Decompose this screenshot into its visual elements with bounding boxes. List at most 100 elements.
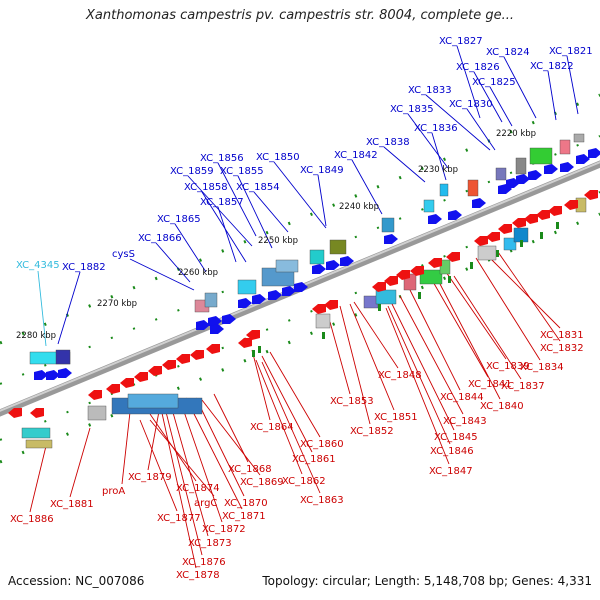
reverse-gene-label[interactable]: argC [194,498,217,509]
reverse-gene-arrow[interactable] [324,300,338,310]
reverse-gene-label[interactable]: XC_1869 [240,477,284,488]
forward-gene-block[interactable] [55,349,71,365]
forward-gene-block[interactable] [423,199,435,213]
reverse-gene-arrow[interactable] [486,232,500,242]
forward-gene-label[interactable]: XC_1859 [170,166,214,177]
forward-gene-arrow[interactable] [340,256,354,266]
reverse-gene-label[interactable]: XC_1845 [434,432,478,443]
forward-gene-label[interactable]: XC_1865 [157,214,201,225]
forward-gene-label[interactable]: XC_1857 [200,197,244,208]
forward-gene-label[interactable]: XC_1849 [300,165,344,176]
reverse-gene-label[interactable]: XC_1846 [430,446,474,457]
reverse-gene-label[interactable]: XC_1847 [429,466,473,477]
reverse-gene-arrow[interactable] [564,200,578,210]
forward-gene-label[interactable]: cysS [112,249,135,260]
forward-gene-arrow[interactable] [282,286,296,296]
forward-gene-arrow[interactable] [58,368,72,378]
reverse-gene-arrow[interactable] [134,372,148,382]
forward-gene-arrow[interactable] [46,370,60,380]
reverse-gene-label[interactable]: XC_1862 [282,476,326,487]
forward-gene-block[interactable] [329,239,347,255]
forward-gene-arrow[interactable] [268,290,282,300]
forward-gene-block[interactable] [237,279,257,295]
reverse-gene-arrow[interactable] [536,210,550,220]
reverse-gene-block[interactable] [127,393,179,409]
reverse-gene-arrow[interactable] [106,384,120,394]
reverse-gene-label[interactable]: XC_1863 [300,495,344,506]
reverse-gene-label[interactable]: XC_1843 [443,416,487,427]
special-gene-label[interactable]: XC_4345 [16,260,60,271]
reverse-gene-label[interactable]: XC_1837 [501,381,545,392]
forward-gene-label[interactable]: XC_1838 [366,137,410,148]
reverse-gene-label[interactable]: XC_1870 [224,498,268,509]
reverse-gene-arrow[interactable] [148,366,162,376]
reverse-gene-arrow[interactable] [524,214,538,224]
reverse-gene-arrow[interactable] [88,390,102,400]
reverse-gene-label[interactable]: XC_1839 [486,361,530,372]
forward-gene-label[interactable]: XC_1855 [220,166,264,177]
reverse-gene-arrow[interactable] [446,252,460,262]
reverse-gene-label[interactable]: XC_1832 [540,343,584,354]
forward-gene-arrow[interactable] [326,260,340,270]
reverse-gene-label[interactable]: XC_1852 [350,426,394,437]
forward-gene-arrow[interactable] [294,282,308,292]
reverse-gene-label[interactable]: XC_1834 [520,362,564,373]
reverse-gene-label[interactable]: XC_1881 [50,499,94,510]
reverse-gene-label[interactable]: XC_1868 [228,464,272,475]
forward-gene-arrow[interactable] [516,174,530,184]
forward-gene-arrow[interactable] [196,320,210,330]
forward-gene-label[interactable]: XC_1856 [200,153,244,164]
forward-gene-block[interactable] [495,167,507,181]
reverse-gene-arrow[interactable] [176,354,190,364]
reverse-gene-label[interactable]: XC_1877 [157,513,201,524]
forward-gene-arrow[interactable] [428,214,442,224]
forward-gene-arrow[interactable] [222,314,236,324]
reverse-gene-arrow[interactable] [246,330,260,340]
reverse-gene-arrow[interactable] [120,378,134,388]
forward-gene-block[interactable] [515,157,527,175]
reverse-gene-arrow[interactable] [428,258,442,268]
reverse-gene-arrow[interactable] [206,344,220,354]
forward-gene-label[interactable]: XC_1850 [256,152,300,163]
reverse-gene-arrow[interactable] [30,408,44,418]
reverse-gene-block[interactable] [315,313,331,329]
forward-gene-label[interactable]: XC_1833 [408,85,452,96]
forward-gene-block[interactable] [381,217,395,233]
reverse-gene-label[interactable]: XC_1878 [176,570,220,581]
forward-gene-block[interactable] [275,259,299,273]
reverse-gene-block[interactable] [513,227,529,243]
reverse-gene-label[interactable]: XC_1860 [300,439,344,450]
reverse-gene-arrow[interactable] [8,408,22,418]
reverse-gene-block[interactable] [25,439,53,449]
reverse-gene-arrow[interactable] [410,266,424,276]
reverse-gene-arrow[interactable] [190,350,204,360]
forward-gene-label[interactable]: XC_1826 [456,62,500,73]
reverse-gene-label[interactable]: XC_1848 [378,370,422,381]
forward-gene-block[interactable] [559,139,571,155]
forward-gene-arrow[interactable] [252,294,266,304]
forward-gene-label[interactable]: XC_1825 [472,77,516,88]
forward-gene-label[interactable]: XC_1842 [334,150,378,161]
reverse-gene-label[interactable]: XC_1831 [540,330,584,341]
reverse-gene-label[interactable]: XC_1876 [182,557,226,568]
reverse-gene-label[interactable]: XC_1861 [292,454,336,465]
reverse-gene-arrow[interactable] [372,282,386,292]
forward-gene-arrow[interactable] [384,234,398,244]
forward-gene-label[interactable]: XC_1822 [530,61,574,72]
reverse-gene-label[interactable]: XC_1879 [128,472,172,483]
reverse-gene-label[interactable]: XC_1874 [176,483,220,494]
reverse-gene-arrow[interactable] [474,236,488,246]
reverse-gene-label[interactable]: XC_1851 [374,412,418,423]
reverse-gene-block[interactable] [419,269,443,285]
reverse-gene-label[interactable]: XC_1864 [250,422,294,433]
forward-gene-label[interactable]: XC_1835 [390,104,434,115]
forward-gene-arrow[interactable] [208,316,222,326]
reverse-gene-arrow[interactable] [584,190,598,200]
forward-gene-arrow[interactable] [588,148,600,158]
forward-gene-arrow[interactable] [210,324,224,334]
reverse-gene-label[interactable]: XC_1873 [188,538,232,549]
forward-gene-arrow[interactable] [544,164,558,174]
reverse-gene-label[interactable]: XC_1844 [440,392,484,403]
forward-gene-arrow[interactable] [576,154,590,164]
forward-gene-label[interactable]: XC_1882 [62,262,106,273]
